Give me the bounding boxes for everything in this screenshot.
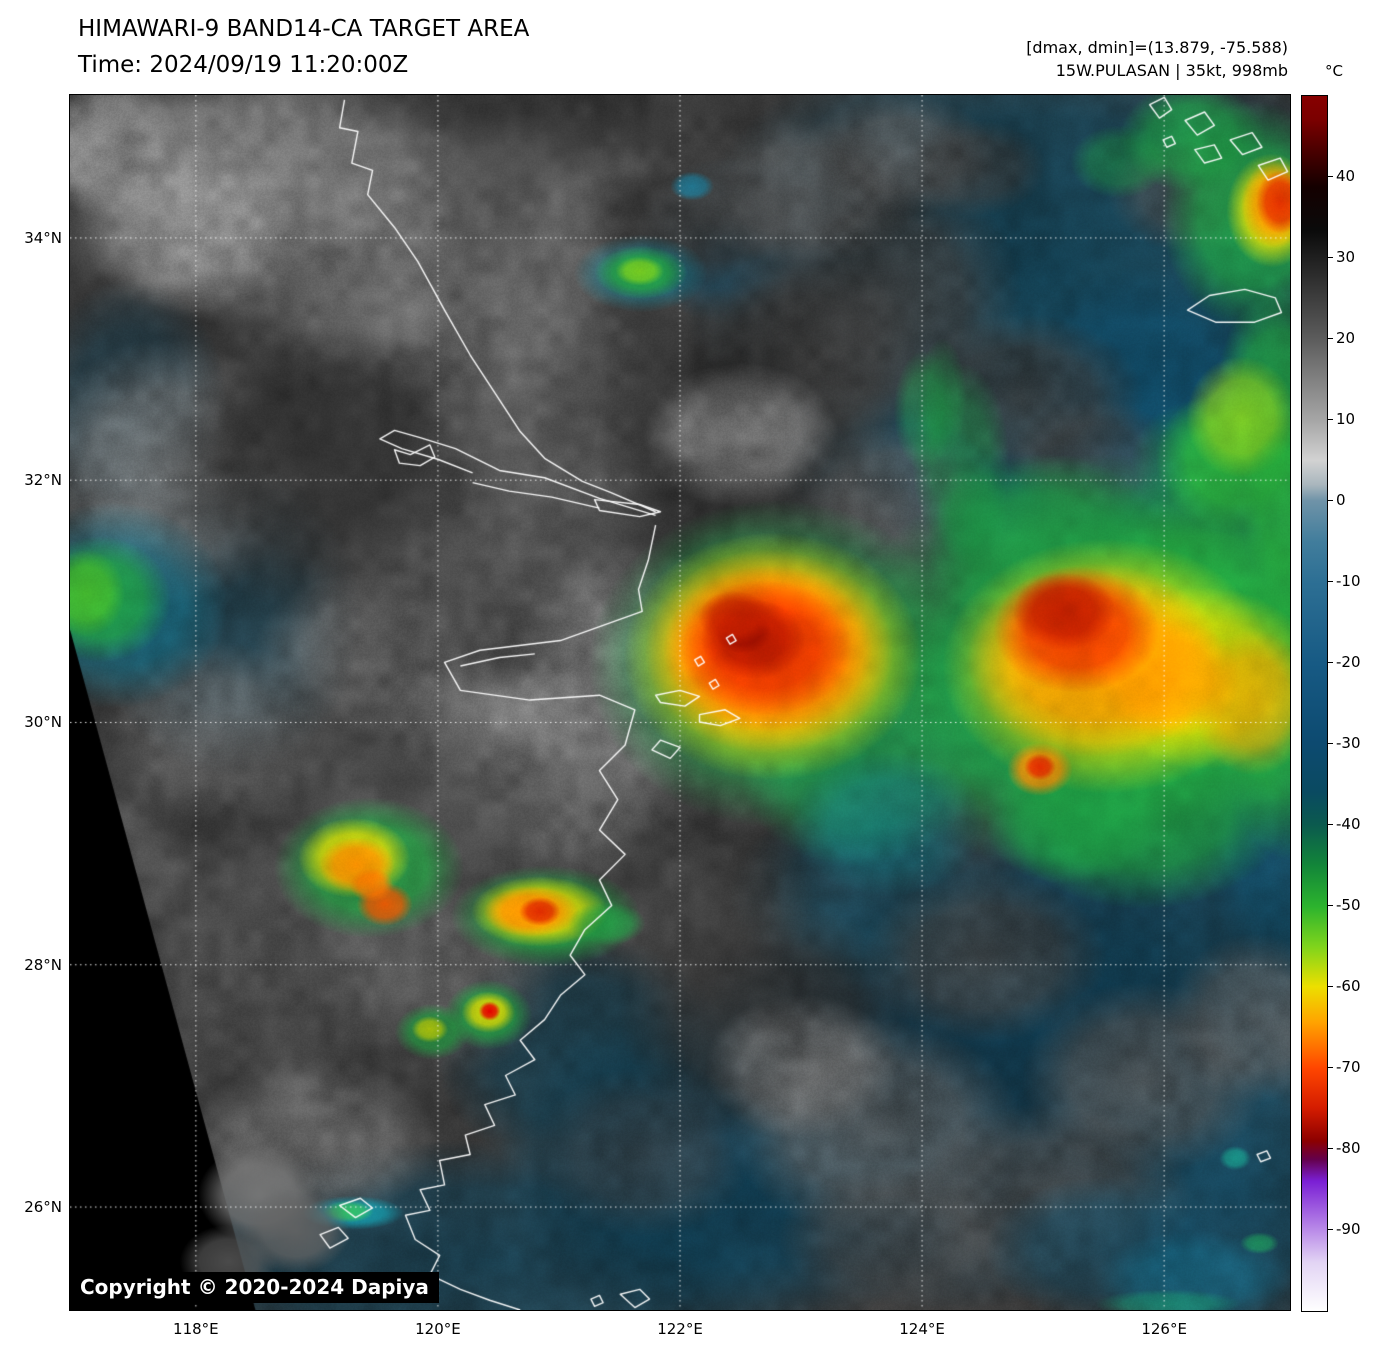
colorbar-tick-label: 40 xyxy=(1336,167,1355,185)
colorbar-tick-label: -10 xyxy=(1336,572,1361,590)
page-title: HIMAWARI-9 BAND14-CA TARGET AREA xyxy=(78,16,529,42)
temperature-colorbar xyxy=(1301,95,1328,1312)
colorbar-tick-label: -20 xyxy=(1336,653,1361,671)
storm-info-readout: 15W.PULASAN | 35kt, 998mb xyxy=(1026,59,1288,82)
colorbar-tick-label: -90 xyxy=(1336,1220,1361,1238)
colorbar-tick-mark xyxy=(1327,824,1333,825)
colorbar-tick-label: 30 xyxy=(1336,248,1355,266)
colorbar-tick-mark xyxy=(1327,905,1333,906)
header-readouts: [dmax, dmin]=(13.879, -75.588) 15W.PULAS… xyxy=(1026,36,1288,82)
colorbar-tick-mark xyxy=(1327,257,1333,258)
lon-tick-label: 118°E xyxy=(164,1320,228,1338)
satellite-image-canvas xyxy=(70,95,1290,1310)
colorbar-tick-mark xyxy=(1327,581,1333,582)
dmax-dmin-readout: [dmax, dmin]=(13.879, -75.588) xyxy=(1026,36,1288,59)
colorbar-tick-label: -70 xyxy=(1336,1058,1361,1076)
lon-tick-label: 126°E xyxy=(1132,1320,1196,1338)
lat-tick-label: 30°N xyxy=(0,713,62,731)
colorbar-tick-label: 10 xyxy=(1336,410,1355,428)
colorbar-tick-label: -80 xyxy=(1336,1139,1361,1157)
colorbar-tick-mark xyxy=(1327,176,1333,177)
colorbar-tick-label: -60 xyxy=(1336,977,1361,995)
satellite-viewer-page: HIMAWARI-9 BAND14-CA TARGET AREA Time: 2… xyxy=(0,0,1390,1359)
lon-tick-label: 122°E xyxy=(648,1320,712,1338)
colorbar-tick-mark xyxy=(1327,743,1333,744)
lat-tick-label: 32°N xyxy=(0,471,62,489)
colorbar-tick-label: -40 xyxy=(1336,815,1361,833)
copyright-label: Copyright © 2020-2024 Dapiya xyxy=(70,1272,439,1303)
colorbar-tick-mark xyxy=(1327,500,1333,501)
colorbar-tick-mark xyxy=(1327,338,1333,339)
lat-tick-label: 34°N xyxy=(0,229,62,247)
lat-tick-label: 28°N xyxy=(0,956,62,974)
colorbar-tick-mark xyxy=(1327,419,1333,420)
satellite-map: Copyright © 2020-2024 Dapiya xyxy=(70,95,1290,1310)
lon-tick-label: 120°E xyxy=(406,1320,470,1338)
colorbar-tick-label: -30 xyxy=(1336,734,1361,752)
colorbar-tick-mark xyxy=(1327,986,1333,987)
lat-tick-label: 26°N xyxy=(0,1198,62,1216)
colorbar-tick-mark xyxy=(1327,662,1333,663)
colorbar-tick-mark xyxy=(1327,1067,1333,1068)
colorbar-tick-mark xyxy=(1327,1148,1333,1149)
colorbar-tick-label: 20 xyxy=(1336,329,1355,347)
colorbar-tick-label: 0 xyxy=(1336,491,1346,509)
timestamp-label: Time: 2024/09/19 11:20:00Z xyxy=(78,52,408,78)
colorbar-unit-label: °C xyxy=(1325,62,1343,80)
colorbar-tick-mark xyxy=(1327,1229,1333,1230)
colorbar-tick-label: -50 xyxy=(1336,896,1361,914)
lon-tick-label: 124°E xyxy=(890,1320,954,1338)
